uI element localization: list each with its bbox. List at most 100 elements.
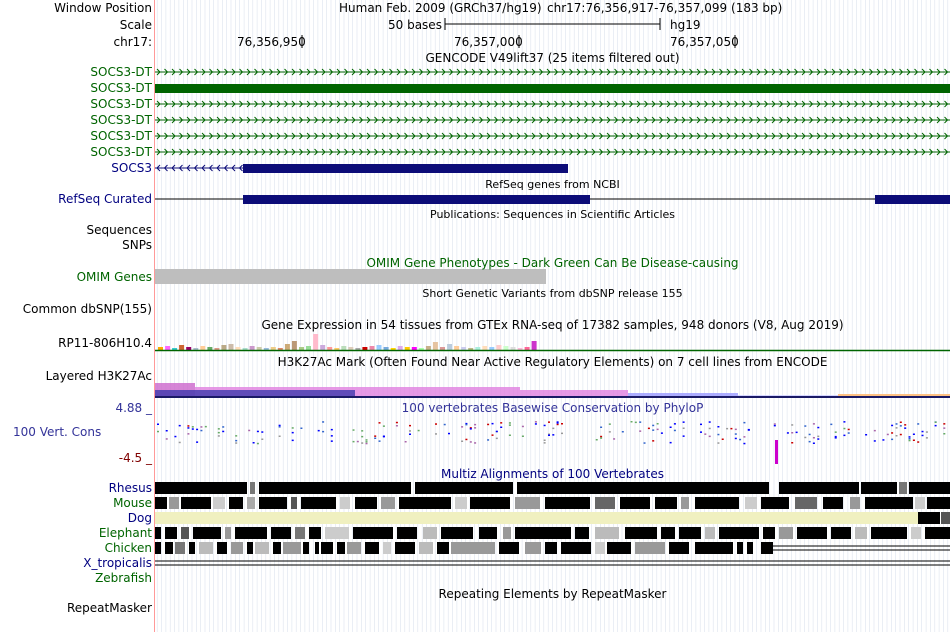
omim-track-title[interactable]: OMIM Gene Phenotypes - Dark Green Can Be… [366, 256, 739, 270]
omim-label[interactable]: OMIM Genes [76, 270, 152, 284]
strand-arrow [944, 116, 949, 124]
strand-arrow [891, 68, 896, 76]
phylop-mark [157, 423, 159, 425]
phylop-mark [552, 427, 555, 430]
strand-arrow [689, 100, 694, 108]
repeatmasker-label[interactable]: RepeatMasker [66, 601, 152, 615]
phylop-label[interactable]: 100 Vert. Cons [13, 425, 102, 439]
strand-arrow [404, 148, 409, 156]
strand-arrow [164, 68, 169, 76]
phylop-mark [521, 435, 524, 437]
gencode-track-title[interactable]: GENCODE V49lift37 (25 items filtered out… [425, 51, 680, 65]
strand-arrow [591, 116, 596, 124]
repeatmasker-track-title[interactable]: Repeating Elements by RepeatMasker [438, 587, 667, 601]
h3k27ac-label[interactable]: Layered H3K27Ac [45, 369, 152, 383]
phylop-mark [830, 423, 833, 426]
strand-arrow [794, 132, 799, 140]
strand-arrow [179, 100, 184, 108]
strand-arrow [539, 116, 544, 124]
phylop-mark [278, 426, 281, 428]
refseq-track-title[interactable]: RefSeq genes from NCBI [485, 178, 620, 191]
strand-arrow [786, 100, 791, 108]
strand-arrow [944, 132, 949, 140]
gene-label-socs3-dt[interactable]: SOCS3-DT [90, 113, 152, 127]
h3k27ac-track-title[interactable]: H3K27Ac Mark (Often Found Near Active Re… [277, 355, 828, 369]
phylop-mark [717, 433, 720, 436]
strand-arrow [606, 132, 611, 140]
gene-label-socs3-dt[interactable]: SOCS3-DT [90, 129, 152, 143]
phylop-mark [934, 421, 937, 423]
alignment-block [213, 497, 225, 509]
strand-arrow [621, 132, 626, 140]
strand-arrow [531, 116, 536, 124]
strand-arrow [344, 132, 349, 140]
strand-arrow [456, 148, 461, 156]
alignment-block [355, 497, 377, 509]
publications-track-title[interactable]: Publications: Sequences in Scientific Ar… [430, 208, 675, 221]
refseq-label[interactable]: RefSeq Curated [58, 192, 152, 206]
multiz-track-title[interactable]: Multiz Alignments of 100 Vertebrates [440, 467, 665, 481]
strand-arrow [381, 68, 386, 76]
snps-label[interactable]: SNPs [122, 238, 152, 252]
gene-label-socs3-dt[interactable]: SOCS3-DT [90, 145, 152, 159]
strand-arrow [839, 100, 844, 108]
phylop-track-title[interactable]: 100 vertebrates Basewise Conservation by… [401, 401, 704, 415]
gene-label-socs3-dt[interactable]: SOCS3-DT [90, 97, 152, 111]
position-text[interactable]: chr17:76,356,917-76,357,099 (183 bp) [547, 1, 783, 15]
strand-arrow [178, 164, 183, 172]
alignment-block [155, 542, 161, 554]
strand-arrow [209, 132, 214, 140]
phylop-mark [556, 422, 559, 424]
strand-arrow [291, 100, 296, 108]
strand-arrow [434, 68, 439, 76]
gtex-tissue-bar [425, 346, 431, 350]
strand-arrow [614, 100, 619, 108]
gene-label-socs3[interactable]: SOCS3 [111, 161, 152, 175]
alignment-block [235, 527, 267, 539]
phylop-mark [374, 435, 377, 437]
phylop-mark [639, 430, 642, 432]
phylop-mark [943, 423, 946, 425]
phylop-mark [278, 435, 281, 437]
gtex-tissue-bar [263, 348, 269, 350]
phylop-mark [361, 442, 364, 444]
strand-arrow [561, 148, 566, 156]
dbsnp-label[interactable]: Common dbSNP(155) [22, 302, 152, 316]
species-label-dog[interactable]: Dog [127, 511, 152, 525]
strand-arrow [599, 148, 604, 156]
strand-arrow [816, 132, 821, 140]
gene-label-socs3-dt[interactable]: SOCS3-DT [90, 81, 152, 95]
sequences-label[interactable]: Sequences [86, 223, 152, 237]
species-label-chicken[interactable]: Chicken [104, 541, 152, 555]
phylop-mark [873, 429, 876, 432]
strand-arrow [749, 68, 754, 76]
strand-arrow [531, 68, 536, 76]
species-label-rhesus[interactable]: Rhesus [108, 481, 152, 495]
strand-arrow [419, 68, 424, 76]
strand-arrow [846, 132, 851, 140]
strand-arrow [216, 164, 221, 172]
track-graphics[interactable] [155, 0, 950, 632]
strand-arrow [666, 68, 671, 76]
alignment-block [737, 542, 743, 554]
phylop-mark [847, 428, 850, 431]
species-label-x-tropicalis[interactable]: X_tropicalis [83, 556, 152, 570]
strand-arrow [434, 132, 439, 140]
dbsnp-track-title[interactable]: Short Genetic Variants from dbSNP releas… [422, 287, 683, 300]
species-label-elephant[interactable]: Elephant [98, 526, 152, 540]
alignment-block [669, 542, 689, 554]
strand-arrow [906, 116, 911, 124]
gtex-gene-label[interactable]: RP11-806H10.4 [58, 336, 152, 350]
strand-arrow [434, 148, 439, 156]
strand-arrow [344, 148, 349, 156]
gtex-track-title[interactable]: Gene Expression in 54 tissues from GTEx … [261, 318, 844, 332]
strand-arrow [254, 116, 259, 124]
strand-arrow [831, 132, 836, 140]
species-label-mouse[interactable]: Mouse [113, 496, 152, 510]
strand-arrow [614, 116, 619, 124]
alignment-block [831, 527, 851, 539]
strand-arrow [426, 148, 431, 156]
gene-label-socs3-dt[interactable]: SOCS3-DT [90, 65, 152, 79]
species-label-zebrafish[interactable]: Zebrafish [95, 571, 152, 585]
strand-arrow [831, 100, 836, 108]
